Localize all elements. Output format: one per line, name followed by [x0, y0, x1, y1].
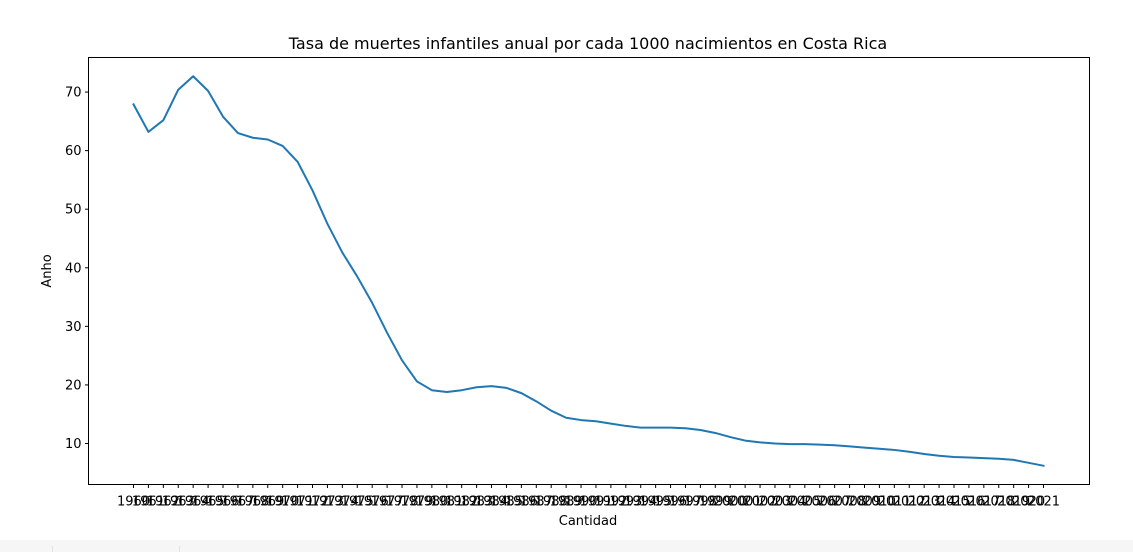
y-tick-label: 20: [65, 378, 82, 393]
x-tick-label: 2009: [848, 495, 881, 510]
y-tick-label: 40: [65, 261, 82, 276]
x-tick-label: 1978: [385, 495, 418, 510]
x-tick-label: 1981: [430, 495, 463, 510]
x-tick-label: 1992: [594, 495, 627, 510]
y-tick-label: 70: [65, 86, 82, 101]
series-line: [132, 75, 1045, 467]
y-tick-label: 10: [65, 437, 82, 452]
x-tick-label: 2008: [833, 495, 866, 510]
x-tick-label: 1975: [341, 495, 374, 510]
x-tick-label: 1968: [236, 495, 269, 510]
x-tick-label: 2004: [773, 495, 806, 510]
x-tick-label: 1994: [624, 495, 657, 510]
x-tick-label: 2007: [818, 495, 851, 510]
x-tick-label: 1990: [564, 495, 597, 510]
plot-lines: [132, 75, 1045, 467]
x-tick-label: 2011: [878, 495, 911, 510]
x-tick-label: 1971: [281, 495, 314, 510]
x-tick-label: 2006: [803, 495, 836, 510]
x-tick-label: 2017: [967, 495, 1000, 510]
strip-divider: [179, 546, 180, 552]
x-tick-label: 2014: [923, 495, 956, 510]
x-tick-label: 1966: [206, 495, 239, 510]
y-tick-label: 30: [65, 320, 82, 335]
x-tick-label: 2020: [1012, 495, 1045, 510]
x-tick-label: 2001: [729, 495, 762, 510]
x-axis-label: Cantidad: [559, 514, 617, 529]
chart-title: Tasa de muertes infantiles anual por cad…: [288, 34, 887, 53]
x-tick-label: 1962: [147, 495, 180, 510]
x-tick-label: 1998: [684, 495, 717, 510]
x-tick-label: 1976: [356, 495, 389, 510]
x-tick-label: 2002: [744, 495, 777, 510]
x-tick-label: 2000: [714, 495, 747, 510]
x-tick-label: 1961: [132, 495, 165, 510]
x-tick-label: 1987: [520, 495, 553, 510]
x-tick-label: 1999: [699, 495, 732, 510]
x-tick-label: 1986: [505, 495, 538, 510]
x-tick-label: 1970: [266, 495, 299, 510]
x-tick-label: 1991: [579, 495, 612, 510]
x-tick-label: 2019: [997, 495, 1030, 510]
x-tick-label: 1960: [117, 495, 150, 510]
x-tick-label: 1965: [192, 495, 225, 510]
x-tick-label: 1963: [162, 495, 195, 510]
x-tick-label: 1973: [311, 495, 344, 510]
x-tick-label: 1972: [296, 495, 329, 510]
x-tick-label: 1980: [415, 495, 448, 510]
x-tick-label: 1993: [609, 495, 642, 510]
x-tick-label: 1982: [445, 495, 478, 510]
x-tick-label: 2010: [863, 495, 896, 510]
x-tick-label: 2015: [937, 495, 970, 510]
y-tick-label: 60: [65, 144, 82, 159]
x-tick-label: 1964: [177, 495, 210, 510]
x-tick-label: 1988: [535, 495, 568, 510]
x-tick-label: 2021: [1027, 495, 1060, 510]
x-tick-label: 1997: [669, 495, 702, 510]
x-axis: 1960196119621963196419651966196719681969…: [117, 484, 1060, 510]
x-tick-label: 1979: [400, 495, 433, 510]
x-tick-label: 1977: [371, 495, 404, 510]
x-tick-label: 1974: [326, 495, 359, 510]
bottom-strip: [0, 540, 1133, 552]
x-tick-label: 2005: [788, 495, 821, 510]
x-tick-label: 2016: [952, 495, 985, 510]
plot-frame: [88, 57, 1090, 485]
y-axis-label: Anho: [40, 254, 55, 287]
strip-divider: [52, 546, 53, 552]
x-tick-label: 1984: [475, 495, 508, 510]
x-tick-label: 2012: [893, 495, 926, 510]
x-tick-label: 1967: [221, 495, 254, 510]
x-tick-label: 1969: [251, 495, 284, 510]
x-tick-label: 2003: [758, 495, 791, 510]
x-tick-label: 2013: [908, 495, 941, 510]
x-tick-label: 1983: [460, 495, 493, 510]
x-tick-label: 2018: [982, 495, 1015, 510]
x-tick-label: 1989: [550, 495, 583, 510]
y-axis: 10 20 30 40 50 60 70: [65, 86, 89, 452]
x-tick-label: 1985: [490, 495, 523, 510]
y-tick-label: 50: [65, 203, 82, 218]
x-tick-label: 1995: [639, 495, 672, 510]
x-tick-label: 1996: [654, 495, 687, 510]
